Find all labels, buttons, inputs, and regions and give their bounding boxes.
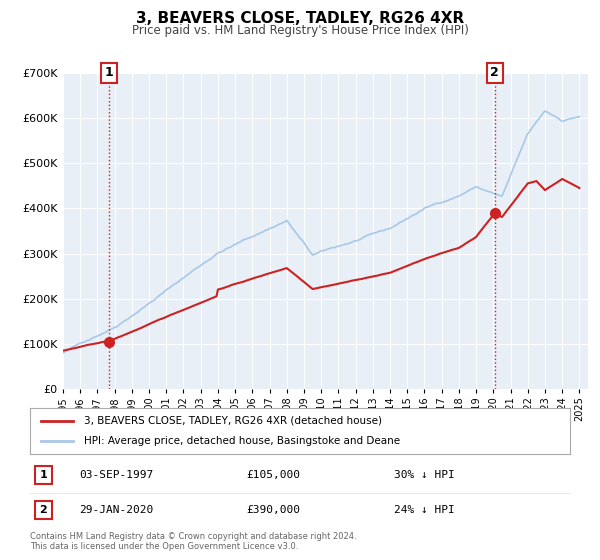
Text: HPI: Average price, detached house, Basingstoke and Deane: HPI: Average price, detached house, Basi… bbox=[84, 436, 400, 446]
Text: 1: 1 bbox=[40, 470, 47, 480]
Text: 30% ↓ HPI: 30% ↓ HPI bbox=[394, 470, 455, 480]
Text: 3, BEAVERS CLOSE, TADLEY, RG26 4XR: 3, BEAVERS CLOSE, TADLEY, RG26 4XR bbox=[136, 11, 464, 26]
Text: £390,000: £390,000 bbox=[246, 505, 300, 515]
Text: 03-SEP-1997: 03-SEP-1997 bbox=[79, 470, 154, 480]
Text: 24% ↓ HPI: 24% ↓ HPI bbox=[394, 505, 455, 515]
Text: Contains HM Land Registry data © Crown copyright and database right 2024.
This d: Contains HM Land Registry data © Crown c… bbox=[30, 532, 356, 552]
Text: 3, BEAVERS CLOSE, TADLEY, RG26 4XR (detached house): 3, BEAVERS CLOSE, TADLEY, RG26 4XR (deta… bbox=[84, 416, 382, 426]
Text: £105,000: £105,000 bbox=[246, 470, 300, 480]
Text: 29-JAN-2020: 29-JAN-2020 bbox=[79, 505, 154, 515]
Text: 2: 2 bbox=[40, 505, 47, 515]
Text: 2: 2 bbox=[490, 66, 499, 80]
Text: Price paid vs. HM Land Registry's House Price Index (HPI): Price paid vs. HM Land Registry's House … bbox=[131, 24, 469, 37]
Text: 1: 1 bbox=[104, 66, 113, 80]
